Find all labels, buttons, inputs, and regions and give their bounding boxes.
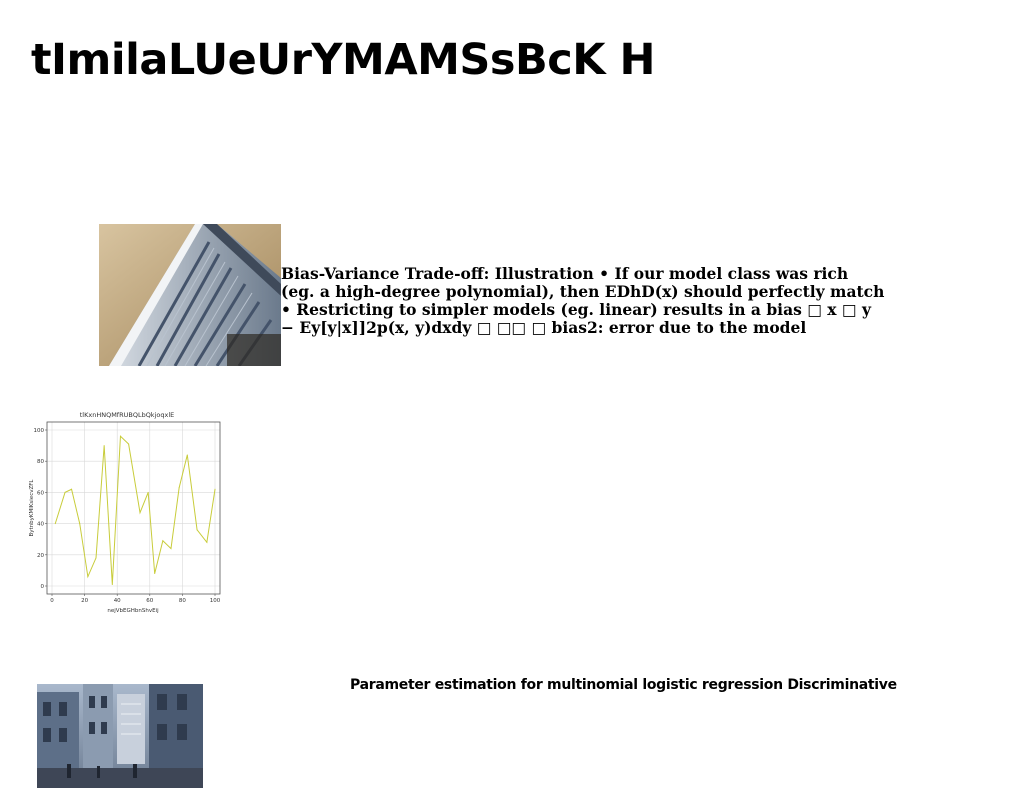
street-photo-graphic [37, 684, 203, 788]
chart-xtick-label: 40 [114, 598, 121, 604]
chart-data-point [128, 443, 130, 445]
chart-frame [46, 421, 221, 595]
chart-data-point [154, 573, 156, 575]
building-photo [99, 224, 281, 366]
chart-data-point [139, 512, 141, 514]
chart-ticks: 0 20 40 60 80 100 0 20 40 60 80 100 [34, 428, 221, 604]
chart-data-point [79, 523, 81, 525]
chart-data-point [206, 541, 208, 543]
chart-data-point [103, 445, 105, 447]
chart-ytick-label: 60 [37, 490, 44, 496]
chart-data-point [186, 454, 188, 456]
body-text-line: Bias-Variance Trade-off: Illustration • … [281, 264, 849, 283]
chart-data-point [87, 576, 89, 578]
chart-xtick-label: 0 [50, 598, 54, 604]
page-title: tImilaLUeUrYMAMSsBcK H [31, 35, 656, 85]
chart-data-point [119, 435, 121, 437]
chart-data-point [162, 540, 164, 542]
chart-ytick-label: 0 [41, 584, 45, 590]
chart-xtick-label: 80 [179, 598, 186, 604]
chart-data-point [95, 557, 97, 559]
chart-xlabel: nejVbEGHbnShvEij [107, 608, 159, 614]
chart-data-point [54, 523, 56, 525]
chart-title: tlKxnHNQMfRUBQLbQkjoqxlE [80, 411, 175, 419]
chart-data-point [196, 529, 198, 531]
chart-data-point [178, 487, 180, 489]
chart-data-point [147, 491, 149, 493]
chart-data-point [111, 583, 113, 585]
chart-xtick-label: 20 [81, 598, 88, 604]
body-text-line: (eg. a high-degree polynomial), then EDh… [281, 282, 885, 301]
chart-ytick-label: 100 [34, 428, 45, 434]
building-photo-graphic [99, 224, 281, 366]
chart-data-point [71, 488, 73, 490]
chart-grid [47, 422, 220, 594]
line-chart-svg: tlKxnHNQMfRUBQLbQkjoqxlE 0 20 40 60 80 100 0 20… [29, 411, 221, 614]
body-text-line: • Restricting to simpler models (eg. lin… [281, 300, 871, 319]
chart-data-point [170, 548, 172, 550]
slide-caption: Parameter estimation for multinomial log… [350, 677, 897, 693]
chart-xtick-label: 60 [146, 598, 153, 604]
line-chart: tlKxnHNQMfRUBQLbQkjoqxlE 0 20 40 60 80 100 0 20… [26, 408, 226, 616]
street-photo [37, 684, 203, 788]
body-text: Bias-Variance Trade-off: Illustration • … [281, 265, 921, 337]
chart-data-point [64, 491, 66, 493]
chart-data-point [214, 488, 216, 490]
chart-ytick-label: 20 [37, 553, 44, 559]
chart-ytick-label: 40 [37, 522, 44, 528]
body-text-line: − Ey[y|x]]2p(x, y)dxdy □ □□ □ bias2: err… [281, 318, 807, 337]
chart-series-line [54, 435, 216, 585]
chart-points [54, 435, 216, 585]
chart-ytick-label: 80 [37, 459, 44, 465]
chart-ylabel: BytnbyKMlKsiecvZFL [29, 479, 35, 537]
chart-xtick-label: 100 [210, 598, 221, 604]
